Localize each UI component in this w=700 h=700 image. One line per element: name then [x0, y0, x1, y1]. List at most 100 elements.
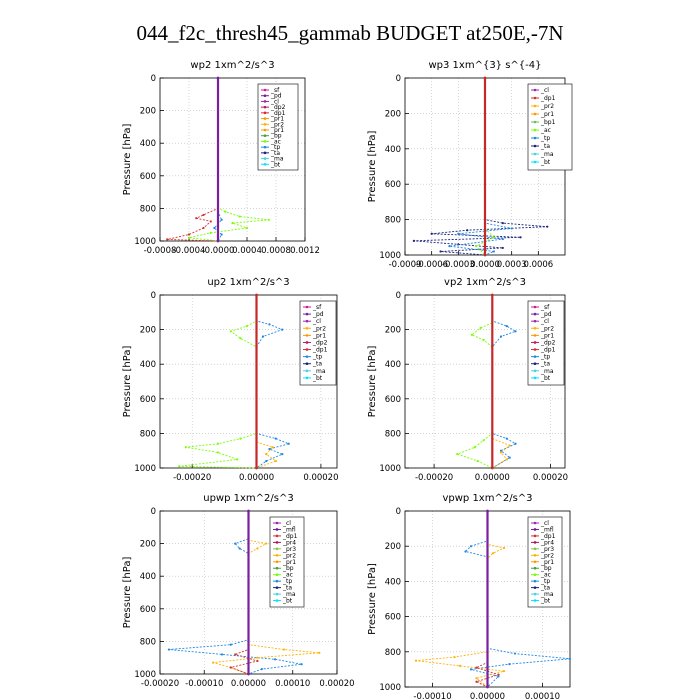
series-point-pr2 [271, 446, 274, 449]
legend-marker [533, 334, 537, 337]
series-point-ac [224, 210, 227, 213]
y-tick-label: 0 [151, 507, 156, 517]
series-point-dp1 [256, 659, 259, 663]
y-axis-label: Pressure [hPa] [122, 124, 133, 196]
series-point-ta [501, 246, 504, 250]
series-point-ac [482, 338, 485, 342]
series-line-ac [179, 295, 257, 469]
legend-entry: _ta [312, 361, 322, 368]
legend-marker [533, 88, 537, 92]
legend-entry: _ma [540, 591, 554, 598]
series-point-tp [274, 437, 277, 440]
legend-entry: _pd [270, 93, 282, 100]
series-point-tp [229, 643, 232, 646]
series-point-pr2 [505, 458, 508, 461]
legend-marker [263, 134, 267, 138]
series-line-ac [456, 295, 493, 469]
y-tick-label: 1000 [379, 464, 401, 474]
series-point-dp1 [475, 666, 478, 669]
y-tick-label: 0 [151, 291, 156, 301]
legend-marker [263, 94, 267, 98]
panel-title: vpwp 1xm^2/s^3 [442, 493, 532, 504]
legend-marker [533, 547, 537, 551]
series-point-tp [513, 652, 517, 655]
legend-entry: _bt [540, 375, 551, 382]
x-tick-label: 0.0000 [470, 260, 500, 270]
legend-marker [533, 96, 537, 100]
series-point-pr2 [502, 546, 506, 550]
legend-entry: _ma [312, 368, 326, 375]
legend-entry: _bt [312, 375, 323, 382]
legend-marker [533, 326, 537, 330]
series-point-tp [273, 658, 277, 661]
legend-entry: _pd [312, 311, 324, 318]
legend-marker [263, 162, 267, 166]
y-tick-label: 600 [385, 395, 401, 405]
series-point-ac [229, 330, 232, 333]
series-point-tp [497, 675, 500, 678]
legend-entry: _sf [270, 87, 280, 94]
legend-entry: _dp1 [312, 347, 328, 354]
series-point-ac [216, 442, 220, 445]
plot-frame [159, 77, 306, 242]
y-tick-label: 400 [140, 139, 156, 149]
legend-marker [533, 554, 537, 557]
legend-entry: _pr1 [540, 332, 554, 339]
legend-marker [533, 579, 537, 583]
legend-entry: _bp1 [540, 119, 556, 126]
series-point-pr2 [265, 542, 268, 545]
series-point-dp1 [475, 680, 478, 683]
legend-entry: _bt [282, 598, 293, 605]
series-point-tp [220, 653, 224, 656]
legend-marker [305, 369, 309, 373]
series-point-ta [519, 236, 522, 239]
series-point-dp1 [166, 238, 169, 241]
legend-entry: _ac [270, 138, 281, 145]
series-point-tp [457, 232, 460, 235]
series-point-ac [209, 231, 212, 234]
x-tick-label: 0.00000 [231, 679, 266, 689]
series-point-ta [546, 225, 549, 228]
legend-entry: _ma [540, 151, 554, 158]
legend-entry: _sf [540, 304, 550, 311]
series-point-main [483, 76, 487, 80]
series-point-ta [412, 239, 415, 242]
y-tick-label: 200 [140, 326, 156, 336]
series-point-ac [475, 245, 478, 248]
legend-entry: _cl [312, 318, 321, 325]
x-tick-label: 0.0008 [261, 246, 291, 256]
series-point-tp [265, 459, 268, 463]
series-point-ac [456, 453, 459, 456]
y-tick-label: 400 [385, 577, 401, 587]
series-point-tp [448, 245, 451, 248]
y-tick-label: 800 [385, 429, 401, 439]
legend-marker [263, 140, 267, 143]
panels: 02004006008001000-0.0008-0.0004-0.00000.… [122, 60, 573, 700]
y-tick-label: 200 [140, 107, 156, 117]
legend-entry: _bt [540, 159, 551, 166]
y-tick-label: 200 [385, 542, 401, 552]
x-tick-label: 0.00020 [319, 679, 354, 689]
series-point-ac [492, 236, 495, 239]
series-line-tp [464, 511, 571, 688]
legend-entry: _bp [282, 565, 294, 572]
series-point-dp1 [202, 213, 205, 217]
series-line-tp [491, 295, 517, 469]
y-tick-label: 200 [385, 326, 401, 336]
x-tick-label: -0.0000 [202, 246, 235, 256]
chart-panel-5: 0 200 400 600 800 1000-0.00020 -0.00010 0.00000… [122, 493, 355, 689]
series-point-tp [464, 550, 467, 553]
legend-entry: _pr2 [540, 103, 554, 110]
legend-marker [533, 592, 537, 596]
legend-entry: _pd [540, 311, 552, 318]
legend-box [257, 83, 299, 171]
series-point-pr2 [499, 451, 503, 454]
series-point-main [490, 466, 494, 470]
legend-marker [305, 334, 309, 337]
series-point-ta [501, 222, 504, 225]
legend-entry: _pr2 [540, 325, 554, 332]
series-point-pr2 [265, 453, 268, 456]
series-point-ta [439, 250, 442, 253]
legend-marker [275, 534, 279, 538]
series-point-ac [238, 215, 241, 218]
